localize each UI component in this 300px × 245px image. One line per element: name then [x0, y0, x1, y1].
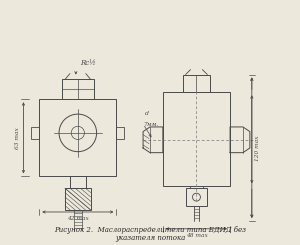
Bar: [39, 99, 116, 176]
Text: d: d: [145, 111, 149, 116]
Bar: [70, 176, 86, 188]
Text: Рисунок 2.  Маслораспределители типа БДИД без: Рисунок 2. Маслораспределители типа БДИД…: [54, 226, 246, 234]
Bar: [186, 188, 207, 206]
Text: указателя потока: указателя потока: [115, 234, 185, 242]
Text: 7мм.: 7мм.: [143, 122, 158, 127]
Text: Rc½: Rc½: [80, 59, 96, 67]
Bar: [62, 79, 94, 99]
Bar: [116, 127, 124, 139]
Bar: [183, 74, 210, 92]
Text: 120 max: 120 max: [255, 135, 260, 160]
Bar: [32, 127, 39, 139]
Text: 63 max: 63 max: [15, 127, 20, 149]
Bar: [163, 92, 230, 186]
Bar: [65, 188, 91, 210]
Text: 42 max: 42 max: [67, 216, 89, 221]
Text: 48 max: 48 max: [185, 233, 207, 238]
